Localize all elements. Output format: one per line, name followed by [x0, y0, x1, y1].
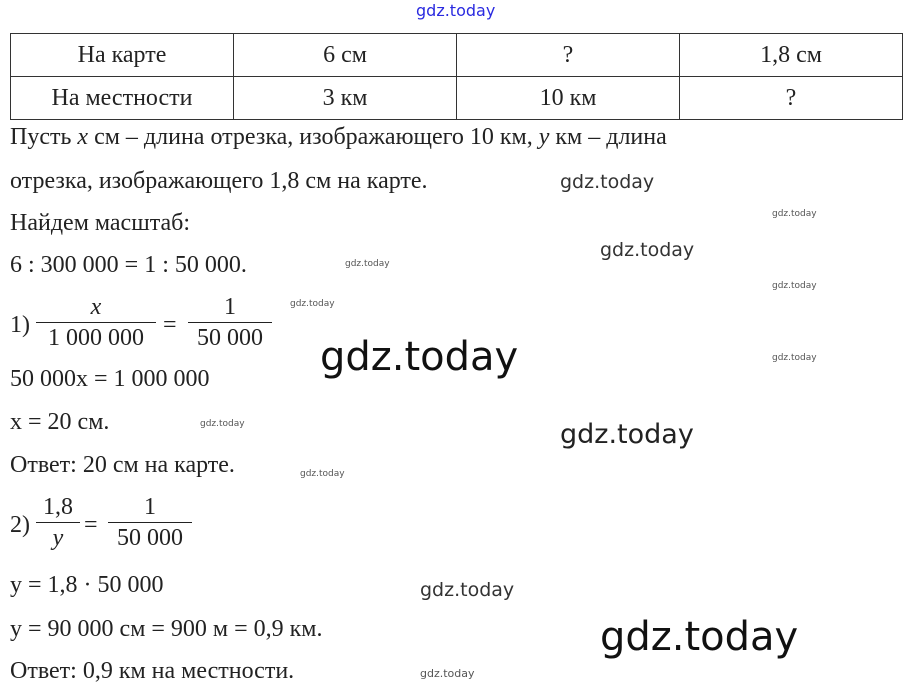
- answer-1: Ответ: 20 см на карте.: [10, 452, 235, 478]
- scale-table: На карте 6 см ? 1,8 см На местности 3 км…: [10, 33, 903, 120]
- fraction-right: 1 50 000: [188, 292, 272, 353]
- step2-line3: y = 90 000 см = 900 м = 0,9 км.: [10, 616, 323, 642]
- watermark: gdz.today: [345, 259, 390, 269]
- watermark: gdz.today: [772, 209, 817, 219]
- table-cell: 6 см: [233, 33, 457, 77]
- numerator: 1: [108, 492, 192, 523]
- var-y: y: [538, 124, 550, 150]
- numerator: 1,8: [36, 492, 80, 523]
- text: см – длина отрезка, изображающего 10 км,: [88, 124, 539, 150]
- scale-equation: 6 : 300 000 = 1 : 50 000.: [10, 252, 247, 278]
- watermark: gdz.today: [290, 299, 335, 309]
- table-cell: 1,8 см: [679, 33, 903, 77]
- table-cell: 3 км: [233, 76, 457, 120]
- equals: =: [163, 312, 177, 338]
- fraction-left: 1,8 y: [36, 492, 80, 553]
- denominator: 1 000 000: [48, 325, 144, 351]
- answer-2: Ответ: 0,9 км на местности.: [10, 658, 295, 684]
- text: км – длина: [549, 124, 667, 150]
- watermark: gdz.today: [560, 171, 655, 193]
- watermark: gdz.today: [600, 614, 799, 660]
- fraction-left: x 1 000 000: [36, 292, 156, 353]
- watermark-top: gdz.today: [416, 1, 496, 20]
- watermark: gdz.today: [300, 469, 345, 479]
- intro-line-1: Пусть x см – длина отрезка, изображающег…: [10, 124, 667, 151]
- table-row-terrain: На местности 3 км 10 км ?: [10, 76, 903, 120]
- denominator: 50 000: [117, 525, 183, 551]
- row-label: На карте: [10, 33, 234, 77]
- equals: =: [84, 512, 98, 538]
- table-cell: ?: [456, 33, 680, 77]
- denominator: y: [52, 525, 64, 551]
- table-cell: ?: [679, 76, 903, 120]
- watermark: gdz.today: [420, 579, 515, 601]
- table-row-map: На карте 6 см ? 1,8 см: [10, 33, 903, 77]
- intro-line-2: отрезка, изображающего 1,8 см на карте.: [10, 168, 428, 194]
- scale-heading: Найдем масштаб:: [10, 210, 190, 236]
- numerator: 1: [188, 292, 272, 323]
- step1-line3: x = 20 см.: [10, 409, 110, 435]
- watermark: gdz.today: [200, 419, 245, 429]
- table-cell: 10 км: [456, 76, 680, 120]
- text: Пусть: [10, 124, 78, 150]
- watermark: gdz.today: [772, 281, 817, 291]
- step2-line2: y = 1,8 · 50 000: [10, 572, 164, 598]
- var-x: x: [77, 124, 89, 150]
- denominator: 50 000: [197, 325, 263, 351]
- fraction-right: 1 50 000: [108, 492, 192, 553]
- watermark: gdz.today: [320, 334, 519, 380]
- watermark: gdz.today: [772, 353, 817, 363]
- watermark: gdz.today: [420, 667, 475, 680]
- watermark: gdz.today: [560, 419, 694, 450]
- step1-line2: 50 000x = 1 000 000: [10, 366, 210, 392]
- numerator: x: [36, 292, 156, 323]
- row-label: На местности: [10, 76, 234, 120]
- step2-label: 2): [10, 512, 30, 538]
- step1-label: 1): [10, 312, 30, 338]
- watermark: gdz.today: [600, 239, 695, 261]
